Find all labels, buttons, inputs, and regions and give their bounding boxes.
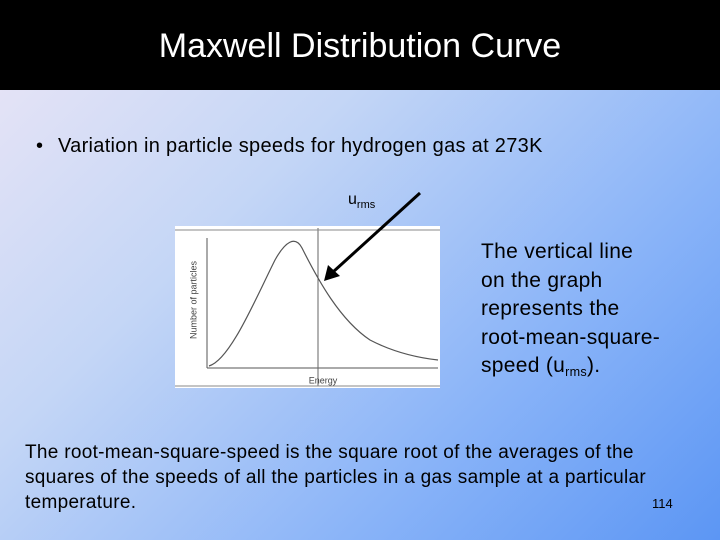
- callout-subscript: rms: [357, 199, 376, 211]
- side-text-main: The vertical line on the graph represent…: [481, 240, 661, 377]
- callout-arrow: [331, 191, 422, 274]
- side-text-subscript: rms: [565, 364, 588, 379]
- x-axis-label: Energy: [309, 375, 338, 385]
- callout-base: u: [348, 191, 357, 208]
- side-text: The vertical line on the graph represent…: [481, 238, 661, 386]
- body-text: The root-mean-square-speed is the square…: [25, 442, 647, 513]
- side-text-tail: ).: [587, 354, 601, 377]
- bullet-text: Variation in particle speeds for hydroge…: [36, 135, 543, 158]
- graph-background: [175, 226, 440, 388]
- distribution-curve: [208, 240, 439, 367]
- page-number: 114: [652, 496, 673, 511]
- slide-title: Maxwell Distribution Curve: [0, 0, 720, 90]
- arrow-head: [324, 265, 340, 281]
- callout-label: urms: [348, 191, 376, 211]
- y-axis-label: Number of particles: [188, 260, 198, 339]
